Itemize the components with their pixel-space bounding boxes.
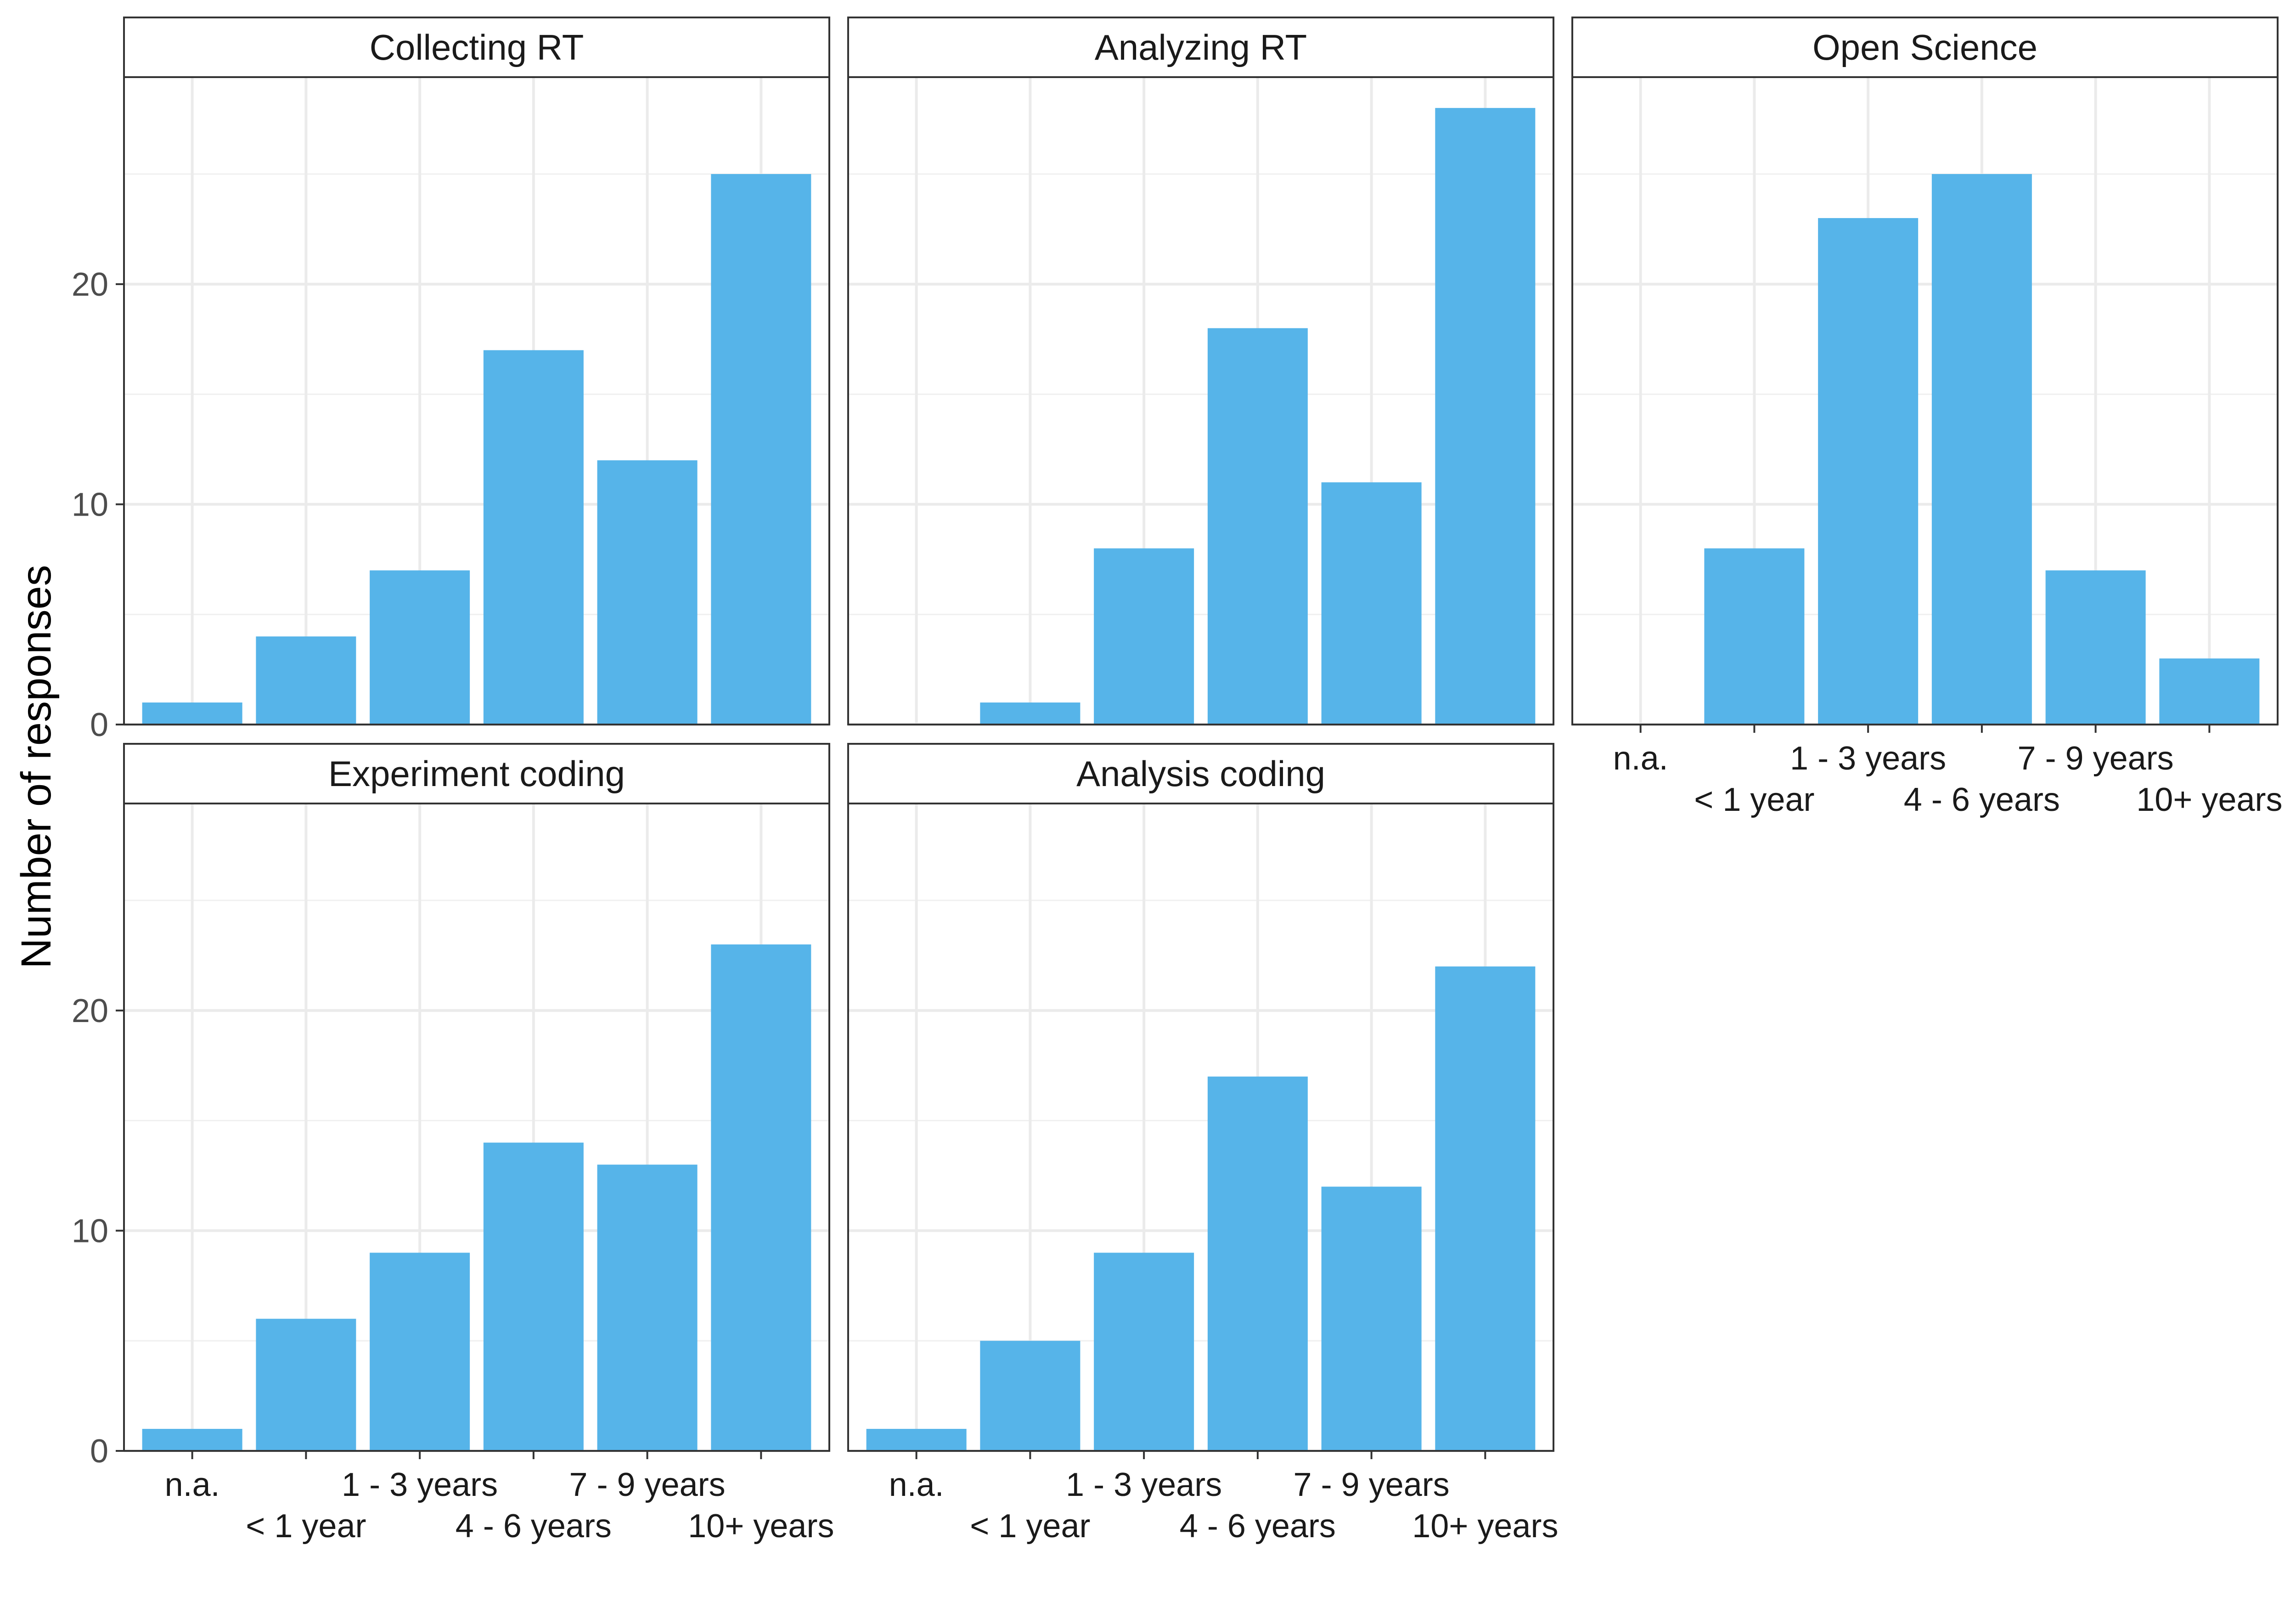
y-tick-label: 10 xyxy=(72,1213,108,1249)
bar-4 xyxy=(1321,482,1422,725)
panel-title: Open Science xyxy=(1812,27,2037,67)
x-tick-label: 1 - 3 years xyxy=(1790,740,1946,777)
panel-0: Collecting RT 0 10 20 xyxy=(72,17,830,743)
bar-1 xyxy=(980,1341,1080,1451)
bar-4 xyxy=(2045,570,2146,725)
x-tick-label: 10+ years xyxy=(2136,781,2282,818)
bar-5 xyxy=(2159,658,2260,725)
bar-3 xyxy=(483,350,584,725)
bar-2 xyxy=(370,570,470,725)
panel-4: Analysis coding n.a. < 1 year 1 - 3 years 4 … xyxy=(847,743,1558,1545)
bar-3 xyxy=(483,1142,584,1451)
bar-3 xyxy=(1931,174,2032,725)
bar-2 xyxy=(1094,548,1194,725)
x-tick-label: 10+ years xyxy=(1412,1508,1558,1545)
bar-1 xyxy=(256,636,356,725)
panel-title: Collecting RT xyxy=(370,27,584,67)
bar-0 xyxy=(142,1429,242,1451)
bar-5 xyxy=(711,174,811,725)
x-tick-label: < 1 year xyxy=(970,1508,1090,1545)
bar-3 xyxy=(1207,1076,1308,1451)
y-tick-label: 10 xyxy=(72,486,108,523)
panel-border xyxy=(847,76,1554,725)
panel-title: Analyzing RT xyxy=(1095,27,1307,67)
y-axis-title: Number of responses xyxy=(13,565,60,969)
y-tick-label: 0 xyxy=(90,707,108,743)
x-tick-label: 4 - 6 years xyxy=(1904,781,2060,818)
x-tick-label: < 1 year xyxy=(1694,781,1814,818)
panel-border xyxy=(1571,76,2279,725)
x-tick-label: 1 - 3 years xyxy=(1066,1467,1222,1503)
panel-strip xyxy=(123,17,830,78)
panel-strip xyxy=(1571,17,2279,78)
bar-1 xyxy=(256,1319,356,1451)
bar-1 xyxy=(1704,548,1805,725)
bar-3 xyxy=(1207,328,1308,725)
x-tick-label: 10+ years xyxy=(688,1508,834,1545)
panel-border xyxy=(847,803,1554,1452)
panel-3: Experiment coding 0 10 20 n.a. < 1 year 1 - 3 … xyxy=(72,743,834,1545)
x-tick-label: 4 - 6 years xyxy=(456,1508,612,1545)
x-tick-label: 1 - 3 years xyxy=(342,1467,498,1503)
bar-5 xyxy=(1435,108,1536,725)
bar-2 xyxy=(370,1253,470,1451)
bar-4 xyxy=(1321,1186,1422,1451)
panel-title: Analysis coding xyxy=(1076,753,1325,794)
bar-4 xyxy=(597,460,698,725)
x-tick-label: 4 - 6 years xyxy=(1180,1508,1336,1545)
x-tick-label: n.a. xyxy=(889,1467,944,1503)
bar-0 xyxy=(142,702,242,725)
bar-2 xyxy=(1818,218,1919,725)
x-tick-label: n.a. xyxy=(1613,740,1668,777)
y-tick-label: 20 xyxy=(72,993,108,1029)
y-tick-label: 20 xyxy=(72,266,108,303)
panel-border xyxy=(123,803,830,1452)
panel-strip xyxy=(847,743,1554,804)
bar-0 xyxy=(866,1429,967,1451)
bar-1 xyxy=(980,702,1080,725)
y-tick-label: 0 xyxy=(90,1433,108,1470)
bar-5 xyxy=(1435,966,1536,1451)
panel-border xyxy=(123,76,830,725)
panel-1: Analyzing RT xyxy=(847,17,1554,726)
panel-2: Open Science n.a. < 1 year 1 - 3 years 4 - 6… xyxy=(1571,17,2282,818)
x-tick-label: 7 - 9 years xyxy=(1294,1467,1450,1503)
x-tick-label: 7 - 9 years xyxy=(569,1467,726,1503)
panel-strip xyxy=(123,743,830,804)
plot-background xyxy=(1572,77,2278,725)
x-tick-label: 7 - 9 years xyxy=(2018,740,2174,777)
bar-5 xyxy=(711,944,811,1451)
x-tick-label: n.a. xyxy=(165,1467,220,1503)
panel-title: Experiment coding xyxy=(328,753,625,794)
x-tick-label: < 1 year xyxy=(246,1508,366,1545)
panel-strip xyxy=(847,17,1554,78)
bar-2 xyxy=(1094,1253,1194,1451)
bar-4 xyxy=(597,1164,698,1451)
